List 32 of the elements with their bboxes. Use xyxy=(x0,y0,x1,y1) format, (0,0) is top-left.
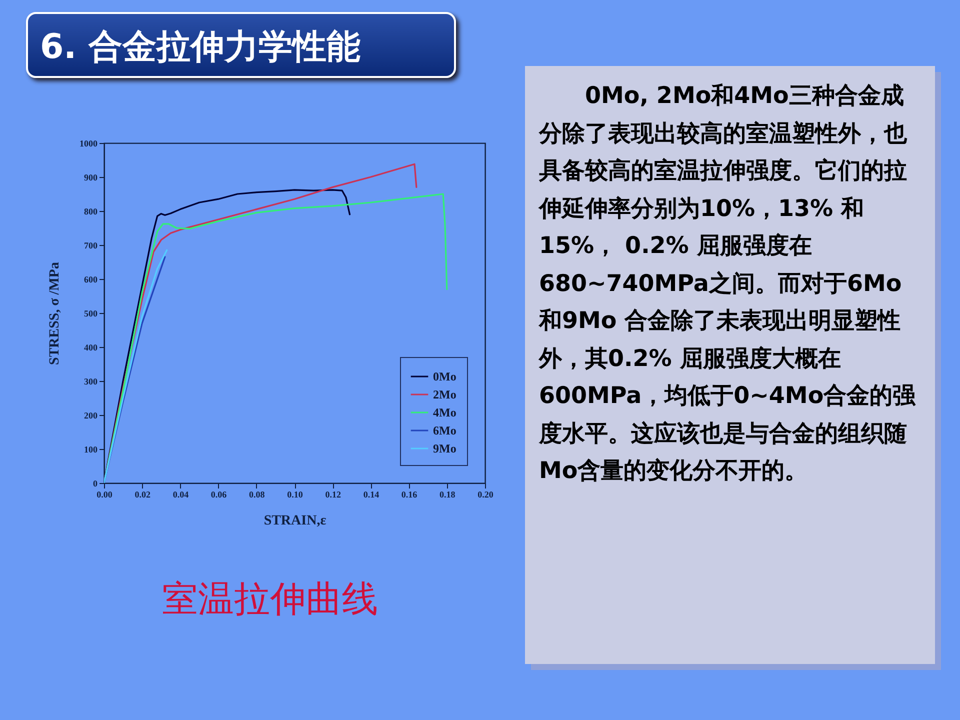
chart-title: 6. 合金拉伸力学性能 xyxy=(26,12,456,78)
x-tick-label: 0.08 xyxy=(249,490,266,500)
x-tick-label: 0.20 xyxy=(478,490,494,500)
x-tick-label: 0.14 xyxy=(363,490,380,500)
legend-label: 0Mo xyxy=(433,370,456,384)
y-tick-label: 200 xyxy=(84,410,98,420)
legend-label: 2Mo xyxy=(433,388,456,402)
x-tick-label: 0.10 xyxy=(287,490,304,500)
y-tick-label: 900 xyxy=(84,172,98,182)
y-tick-label: 1000 xyxy=(80,138,98,148)
y-tick-label: 800 xyxy=(84,206,98,216)
x-tick-label: 0.06 xyxy=(210,490,228,500)
x-tick-label: 0.00 xyxy=(96,490,113,500)
y-tick-label: 100 xyxy=(84,444,98,454)
x-axis-title: STRAIN,ε xyxy=(264,514,326,528)
y-tick-label: 0 xyxy=(93,478,98,488)
y-tick-label: 500 xyxy=(84,308,98,318)
legend-label: 6Mo xyxy=(433,424,456,438)
y-tick-label: 300 xyxy=(84,376,98,386)
legend-label: 4Mo xyxy=(433,406,456,420)
text: 室温拉伸曲线 xyxy=(161,578,379,622)
x-tick-label: 0.02 xyxy=(134,490,151,500)
y-tick-label: 700 xyxy=(84,240,98,250)
x-tick-label: 0.16 xyxy=(401,490,418,500)
x-tick-label: 0.12 xyxy=(325,490,342,500)
y-tick-label: 600 xyxy=(84,274,98,284)
x-tick-label: 0.04 xyxy=(172,490,190,500)
y-axis-title: STRESS, σ /MPa xyxy=(48,262,62,365)
y-tick-label: 400 xyxy=(84,342,98,352)
text: 0Mo, 2Mo和4Mo三种合金成分除了表现出较高的室温塑性外，也具备较高的室温拉伸强度。它们的拉伸延伸率分别为10%，13% 和15%， 0.2% 屈服强度在680~740MPa之间。而对于6Mo 和9Mo 合金除了未表现出明显塑性外，其0.2% 屈服强度大概在600MPa，均低于0~4Mo合金的强度水平。这应该也是与合金的组织随Mo含量的变化分不开的。 xyxy=(539,83,916,484)
x-tick-label: 0.18 xyxy=(440,490,456,500)
legend-label: 9Mo xyxy=(433,442,456,456)
